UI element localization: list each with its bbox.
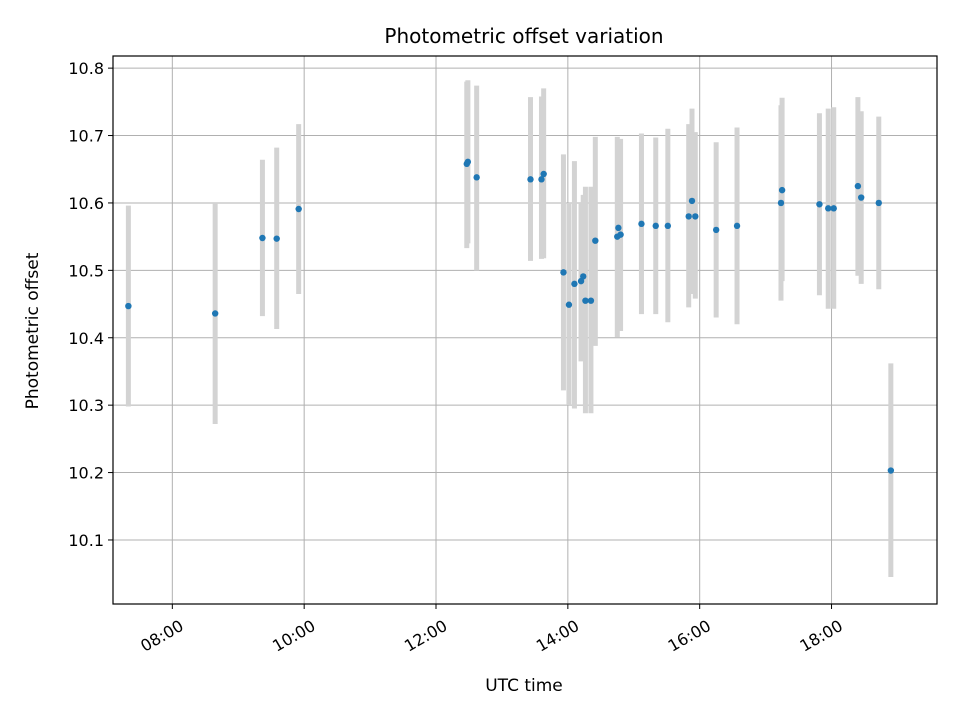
x-axis: 08:00 10:00 12:00 14:00 16:00 18:00: [137, 604, 846, 656]
data-point: [733, 222, 741, 230]
y-tick-label: 10.1: [68, 531, 104, 550]
data-point: [887, 467, 895, 474]
data-point: [587, 297, 595, 304]
y-tick-label: 10.6: [68, 194, 104, 213]
data-point: [617, 231, 624, 238]
y-tick-label: 10.5: [68, 261, 104, 280]
data-point: [854, 182, 862, 190]
data-point: [273, 235, 280, 242]
x-tick-label: 10:00: [269, 616, 318, 656]
data-point: [816, 201, 823, 208]
data-point: [638, 220, 645, 228]
data-point: [777, 199, 785, 207]
data-point: [615, 224, 622, 232]
chart-title: Photometric offset variation: [384, 24, 663, 48]
y-tick-label: 10.7: [68, 127, 104, 146]
y-tick-label: 10.2: [68, 464, 104, 483]
data-points: [125, 158, 895, 474]
x-tick-label: 08:00: [137, 616, 186, 656]
data-point: [712, 226, 720, 234]
error-bars: [125, 80, 894, 578]
data-point: [825, 205, 832, 212]
data-point: [473, 174, 480, 181]
data-point: [857, 194, 865, 201]
data-point: [464, 158, 472, 166]
data-point: [664, 222, 672, 230]
x-tick-label: 12:00: [401, 616, 450, 656]
data-point: [540, 170, 547, 178]
grid: [113, 56, 937, 604]
data-point: [688, 197, 696, 205]
y-tick-label: 10.8: [68, 59, 104, 78]
data-point: [875, 199, 882, 207]
data-point: [565, 301, 573, 308]
y-axis-label: Photometric offset: [23, 252, 43, 409]
data-point: [685, 213, 692, 220]
x-axis-label: UTC time: [485, 676, 563, 696]
data-point: [592, 237, 599, 244]
data-point: [527, 176, 534, 183]
x-tick-label: 14:00: [533, 616, 582, 656]
data-point: [571, 280, 578, 288]
data-point: [692, 213, 699, 220]
data-point: [259, 234, 266, 242]
y-tick-label: 10.3: [68, 396, 104, 415]
data-point: [830, 205, 837, 212]
x-tick-label: 16:00: [665, 616, 714, 656]
y-tick-label: 10.4: [68, 329, 104, 348]
data-point: [652, 222, 659, 230]
y-axis: 10.1 10.2 10.3 10.4 10.5 10.6 10.7 10.8: [68, 59, 113, 550]
data-point: [538, 176, 545, 183]
data-point: [582, 297, 589, 304]
data-point: [560, 269, 567, 276]
data-point: [295, 205, 302, 213]
plot-frame: [112, 55, 938, 605]
data-point: [211, 310, 219, 317]
x-tick-label: 18:00: [796, 616, 845, 656]
data-point: [778, 186, 786, 194]
data-point: [125, 302, 132, 310]
data-point: [580, 273, 587, 280]
